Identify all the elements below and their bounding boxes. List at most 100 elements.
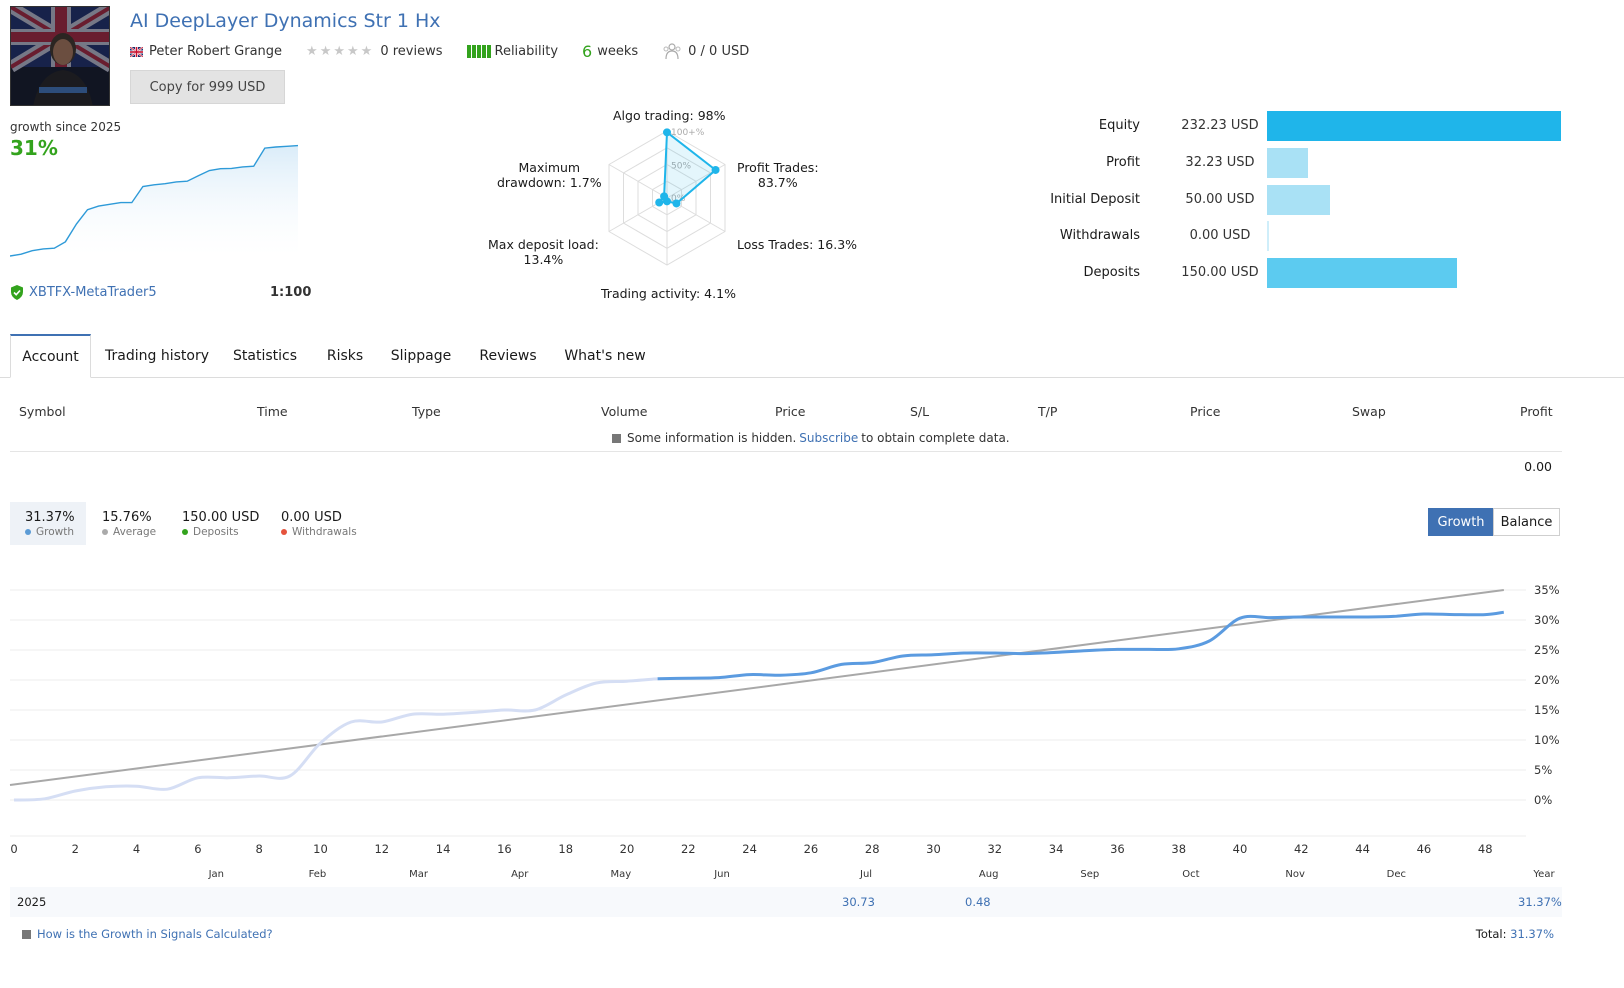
tab-slippage[interactable]: Slippage [390,348,452,364]
footer-total-value: 31.37% [1510,927,1554,941]
summary-withdrawals-value: 0.00 USD [281,510,342,525]
month-label: Dec [1387,869,1406,880]
author-avatar[interactable] [10,6,110,106]
legend-dot [102,529,108,535]
y-tick-label: 0% [1534,793,1552,807]
summary-growth[interactable]: 31.37% Growth [10,502,86,545]
x-tick-label: 30 [926,842,941,856]
y-tick-label: 5% [1534,763,1552,777]
broker-link[interactable]: XBTFX-MetaTrader5 [10,285,157,300]
x-tick-label: 26 [804,842,819,856]
month-label: May [611,869,632,880]
tab-whats-new[interactable]: What's new [564,348,646,364]
radar-scale-label: 50% [671,162,691,172]
summary-withdrawals[interactable]: 0.00 USD Withdrawals [281,502,357,545]
x-tick-label: 2 [72,842,79,856]
x-tick-label: 10 [313,842,328,856]
x-tick-label: 24 [742,842,757,856]
radar-value-point [711,165,720,174]
growth-since-label: growth since 2025 [10,120,122,134]
yearly-growth-row: 2025 30.73 0.48 31.37% [10,887,1562,917]
x-tick-label: 32 [987,842,1002,856]
tab-statistics[interactable]: Statistics [233,348,297,364]
subscribe-link[interactable]: Subscribe [799,431,859,445]
summary-deposits-value: 150.00 USD [182,510,260,525]
summary-average[interactable]: 15.76% Average [102,502,156,545]
tab-trading-history[interactable]: Trading history [105,348,209,364]
footer-total: Total: 31.37% [1460,927,1554,941]
stat-row-deposits: Deposits 150.00 USD [1040,258,1570,288]
info-icon [612,433,621,443]
footer-total-label: Total: [1475,927,1507,941]
legend-dot [281,529,287,535]
table-divider [10,451,1562,452]
radar-label-deposit-load: Max deposit load: 13.4% [488,237,599,267]
reviews-count[interactable]: 0 reviews [380,43,443,59]
tab-reviews[interactable]: Reviews [479,348,537,364]
month-value-jul[interactable]: 30.73 [842,895,875,909]
stat-value: 50.00 USD [1185,192,1255,207]
stat-value: 32.23 USD [1185,155,1255,170]
growth-chart[interactable]: 35%30%25%20%15%10%5%0%0 2 4 6 8 10 12 14 16 18 20 2… [0,560,1624,890]
stat-bar [1267,258,1457,288]
stat-bar [1267,111,1561,141]
radar-label-profit-trades: Profit Trades: 83.7% [737,160,819,190]
broker-name[interactable]: XBTFX-MetaTrader5 [29,285,157,300]
stat-value: 0.00 USD [1189,228,1251,243]
x-tick-label: 14 [436,842,451,856]
growth-line [657,610,1505,681]
subscribers-icon [662,42,682,60]
column-header-tp: T/P [1038,404,1058,419]
stat-value: 150.00 USD [1181,265,1259,280]
x-tick-label: 12 [374,842,389,856]
summary-growth-label: Growth [36,526,75,538]
radar-label-algo: Algo trading: 98% [613,108,726,123]
column-header-type: Type [412,404,441,419]
stat-row-equity: Equity 232.23 USD [1040,111,1570,141]
hidden-note-text-end: to obtain complete data. [861,431,1010,445]
stat-row-withdrawals: Withdrawals 0.00 USD [1040,221,1570,251]
uk-flag-icon [129,46,144,58]
weeks-count: 6 [582,41,593,61]
growth-calculation-link[interactable]: How is the Growth in Signals Calculated? [22,927,273,941]
growth-calculation-link-text[interactable]: How is the Growth in Signals Calculated? [37,927,273,941]
stat-label: Withdrawals [1059,228,1140,243]
month-value-aug[interactable]: 0.48 [965,895,991,909]
average-line [9,589,1504,786]
tab-risks[interactable]: Risks [326,348,364,364]
author-name[interactable]: Peter Robert Grange [149,43,283,59]
tab-account[interactable]: Account [10,334,91,378]
x-tick-label: 34 [1049,842,1064,856]
signal-meta-row: Peter Robert Grange ★★★★★ 0 reviews Reli… [129,41,750,61]
summary-withdrawals-label: Withdrawals [292,526,357,538]
stat-bar [1267,221,1269,251]
stat-row-profit: Profit 32.23 USD [1040,148,1570,178]
x-tick-label: 0 [10,842,17,856]
sparkline-area [10,145,298,256]
growth-value: 31% [10,136,58,160]
column-header-swap: Swap [1352,404,1386,419]
reliability-bars-icon [466,44,491,58]
growth-toggle-button[interactable]: Growth [1428,508,1494,536]
year-total-value[interactable]: 31.37% [1518,895,1562,909]
copy-button[interactable]: Copy for 999 USD [130,70,285,104]
x-tick-label: 46 [1417,842,1432,856]
leverage-value: 1:100 [270,285,312,300]
signal-title[interactable]: AI DeepLayer Dynamics Str 1 Hx [130,10,441,32]
reliability-label: Reliability [494,43,559,59]
x-tick-label: 44 [1355,842,1370,856]
balance-toggle-button[interactable]: Balance [1493,508,1560,536]
tabs-divider [0,377,1624,378]
summary-deposits-label: Deposits [193,526,239,538]
radar-axis [608,164,668,199]
month-label: Jan [208,869,224,880]
column-header-volume: Volume [601,404,648,419]
stat-label: Equity [1098,118,1140,133]
radar-scale-label: 100+% [671,128,705,138]
summary-deposits[interactable]: 150.00 USD Deposits [182,502,259,545]
y-tick-label: 25% [1534,643,1560,657]
x-tick-label: 18 [558,842,573,856]
subscribers-value: 0 / 0 USD [688,43,750,59]
growth-line-history [13,677,658,802]
month-label: Nov [1285,869,1305,880]
